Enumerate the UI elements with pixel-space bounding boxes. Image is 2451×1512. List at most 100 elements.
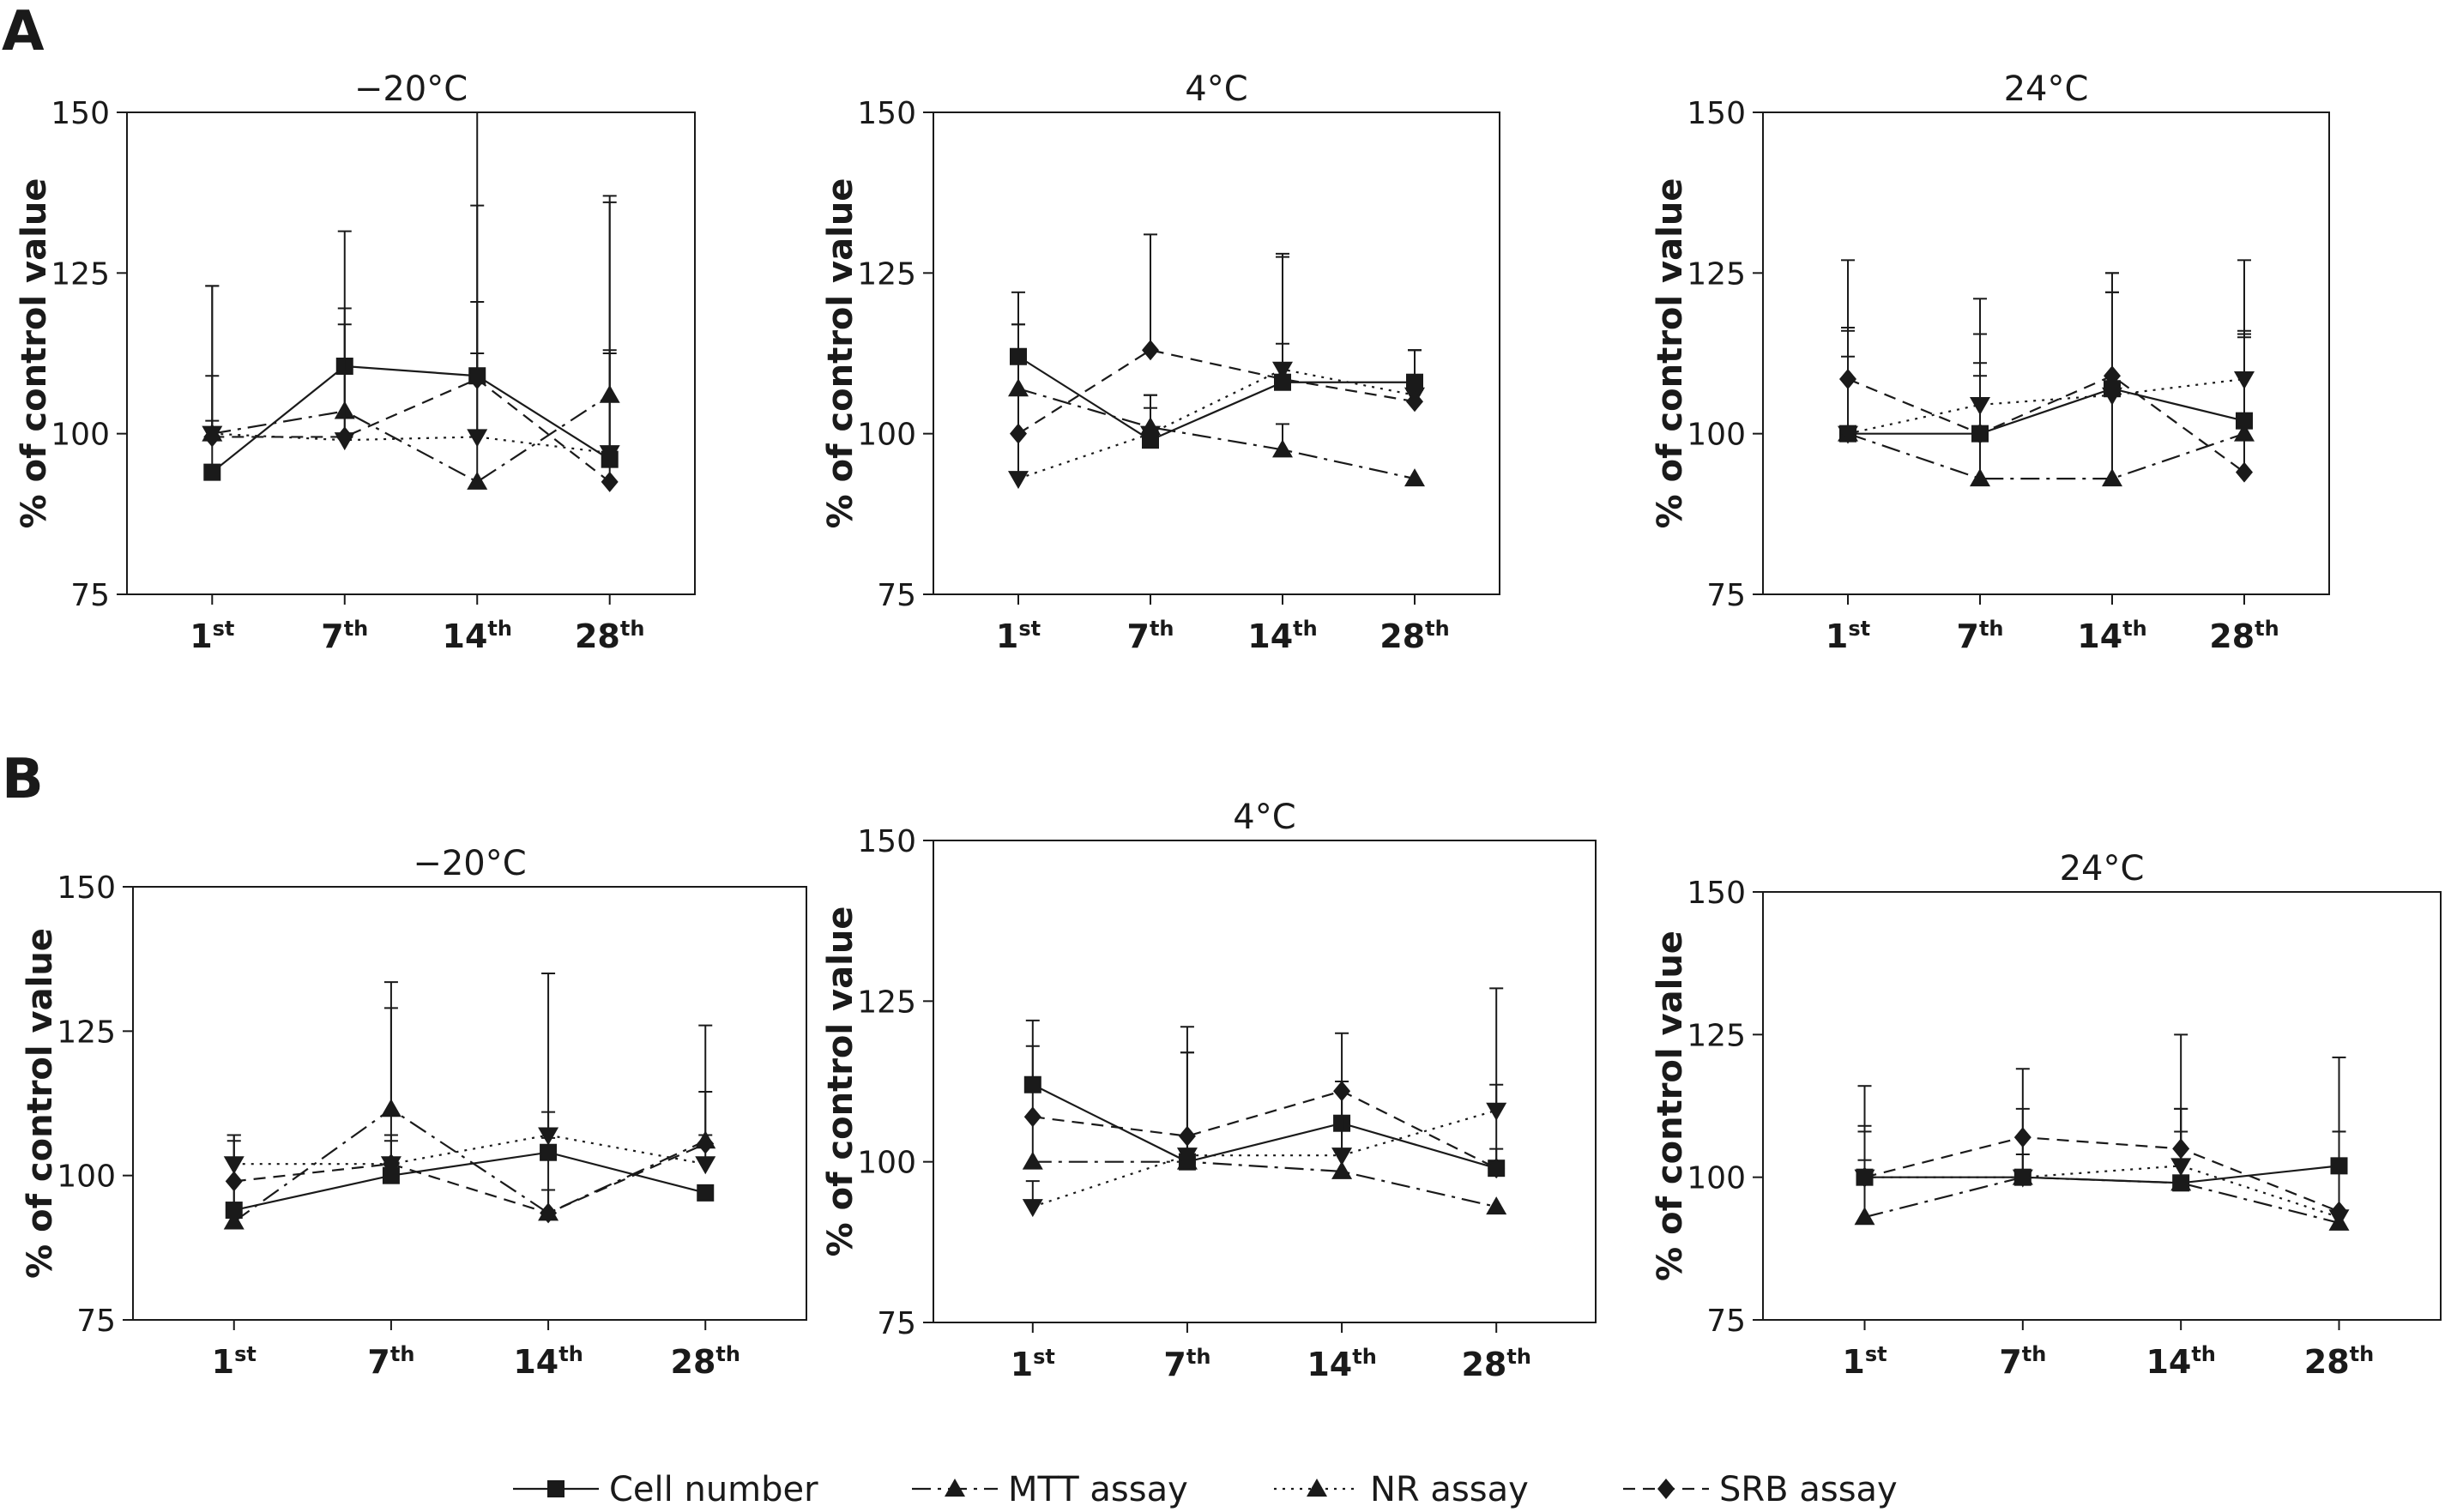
data-point bbox=[2170, 1158, 2192, 1177]
data-point bbox=[467, 429, 488, 448]
data-point bbox=[1331, 1160, 1353, 1179]
y-tick-label: 75 bbox=[877, 578, 916, 613]
x-tick-label: 7th bbox=[367, 1342, 414, 1381]
y-tick-label: 150 bbox=[1687, 876, 1746, 911]
chart-a-1: −20°C 75 100 125 150 % of control value 1st 7th… bbox=[15, 69, 696, 655]
y-axis-label: % of control value bbox=[1651, 178, 1690, 529]
data-point bbox=[1331, 1148, 1353, 1166]
data-point bbox=[382, 1166, 400, 1184]
series-line bbox=[212, 377, 611, 483]
x-tick-label: 14th bbox=[2077, 617, 2146, 655]
data-point bbox=[2236, 461, 2253, 483]
y-tick-label: 100 bbox=[51, 418, 110, 453]
series-line bbox=[1017, 349, 1416, 435]
series-line bbox=[1017, 355, 1415, 442]
y-tick-label: 150 bbox=[1687, 96, 1746, 131]
x-tick-label: 28th bbox=[575, 617, 644, 655]
data-point bbox=[468, 368, 486, 389]
plot-frame bbox=[126, 111, 696, 595]
data-point bbox=[1274, 368, 1291, 389]
x-tick-label: 7th bbox=[1163, 1345, 1210, 1383]
y-tick-label: 125 bbox=[1687, 1018, 1746, 1053]
x-tick-label: 1st bbox=[1011, 1345, 1055, 1383]
data-point bbox=[1971, 423, 1989, 444]
legend-label: SRB assay bbox=[1719, 1470, 1898, 1509]
data-point bbox=[1486, 1102, 1507, 1121]
chart-title: −20°C bbox=[413, 844, 526, 883]
plot-frame bbox=[1762, 111, 2330, 595]
series-srb-assay bbox=[1856, 1068, 2348, 1222]
data-point bbox=[1838, 425, 1858, 444]
series-line bbox=[1032, 1090, 1497, 1170]
data-point bbox=[695, 1156, 716, 1175]
series-cell-number bbox=[225, 973, 715, 1220]
x-tick-label: 7th bbox=[1999, 1342, 2046, 1381]
y-tick-label: 125 bbox=[51, 256, 110, 292]
chart-title: 4°C bbox=[1233, 798, 1295, 837]
plot-frame bbox=[1762, 891, 2442, 1321]
legend: Cell number MTT assay NR assay SRB assay bbox=[513, 1470, 1898, 1509]
panel-label-a: A bbox=[2, 0, 45, 63]
legend-item-cell-number: Cell number bbox=[513, 1470, 818, 1509]
data-point bbox=[2013, 1127, 2031, 1148]
series-srb-assay bbox=[1839, 291, 2253, 483]
y-tick-label: 125 bbox=[857, 256, 916, 292]
chart-a-2: 4°C 75 100 125 150 % of control value 1st 7th 14… bbox=[821, 69, 1500, 655]
series-mtt-assay bbox=[1854, 1107, 2350, 1231]
data-point bbox=[1023, 1106, 1041, 1128]
series-line bbox=[1864, 1176, 2339, 1224]
series-line bbox=[1864, 1136, 2339, 1213]
panel-label-b: B bbox=[2, 748, 44, 811]
data-point bbox=[467, 471, 488, 490]
data-point bbox=[2102, 387, 2122, 406]
chart-title: 24°C bbox=[2060, 849, 2145, 889]
data-point bbox=[1272, 439, 1293, 458]
x-tick-label: 1st bbox=[996, 617, 1041, 655]
y-tick-label: 125 bbox=[57, 1015, 116, 1050]
data-point bbox=[2102, 468, 2122, 487]
y-tick-label: 150 bbox=[57, 870, 116, 906]
data-point bbox=[1022, 1199, 1043, 1218]
data-point bbox=[601, 471, 619, 492]
series-cell-number bbox=[1856, 1033, 2348, 1192]
data-point bbox=[1140, 425, 1161, 444]
data-point bbox=[697, 1133, 715, 1154]
x-tick-label: 28th bbox=[1461, 1345, 1530, 1383]
y-tick-label: 125 bbox=[1687, 256, 1746, 292]
data-point bbox=[1406, 391, 1423, 413]
chart-title: 24°C bbox=[2004, 69, 2089, 109]
data-point bbox=[223, 1211, 244, 1230]
data-point bbox=[2172, 1138, 2190, 1160]
x-tick-label: 14th bbox=[443, 617, 512, 655]
series-line bbox=[1847, 432, 2245, 480]
series-srb-assay bbox=[225, 1091, 715, 1224]
y-tick-label: 75 bbox=[70, 578, 110, 613]
y-axis-label: % of control value bbox=[1651, 931, 1690, 1281]
series-line bbox=[233, 1134, 706, 1166]
series-line bbox=[233, 1107, 706, 1223]
y-tick-label: 75 bbox=[1706, 578, 1746, 613]
legend-item-nr-assay: NR assay bbox=[1274, 1470, 1529, 1509]
series-mtt-assay bbox=[1022, 1081, 1507, 1215]
series-cell-number bbox=[1010, 252, 1423, 449]
x-tick-label: 1st bbox=[190, 617, 234, 655]
y-tick-label: 75 bbox=[1706, 1304, 1746, 1339]
data-point bbox=[1022, 1151, 1043, 1170]
y-tick-label: 75 bbox=[76, 1304, 116, 1339]
charts: −20°C 75 100 125 150 % of control value 1st 7th… bbox=[15, 69, 2442, 1383]
plot-frame bbox=[132, 886, 807, 1321]
series-mtt-assay bbox=[223, 981, 716, 1230]
x-tick-label: 28th bbox=[2209, 617, 2279, 655]
data-point bbox=[1854, 1207, 1875, 1226]
series-cell-number bbox=[203, 111, 619, 481]
series-line bbox=[233, 1151, 706, 1212]
data-point bbox=[2104, 365, 2121, 387]
data-point bbox=[1142, 340, 1159, 361]
series-line bbox=[211, 364, 611, 473]
data-point bbox=[1404, 468, 1425, 487]
series-srb-assay bbox=[1023, 1032, 1506, 1179]
data-point bbox=[1488, 1158, 1506, 1179]
data-point bbox=[225, 1171, 243, 1192]
legend-label: Cell number bbox=[609, 1470, 818, 1509]
x-tick-label: 1st bbox=[1826, 617, 1870, 655]
